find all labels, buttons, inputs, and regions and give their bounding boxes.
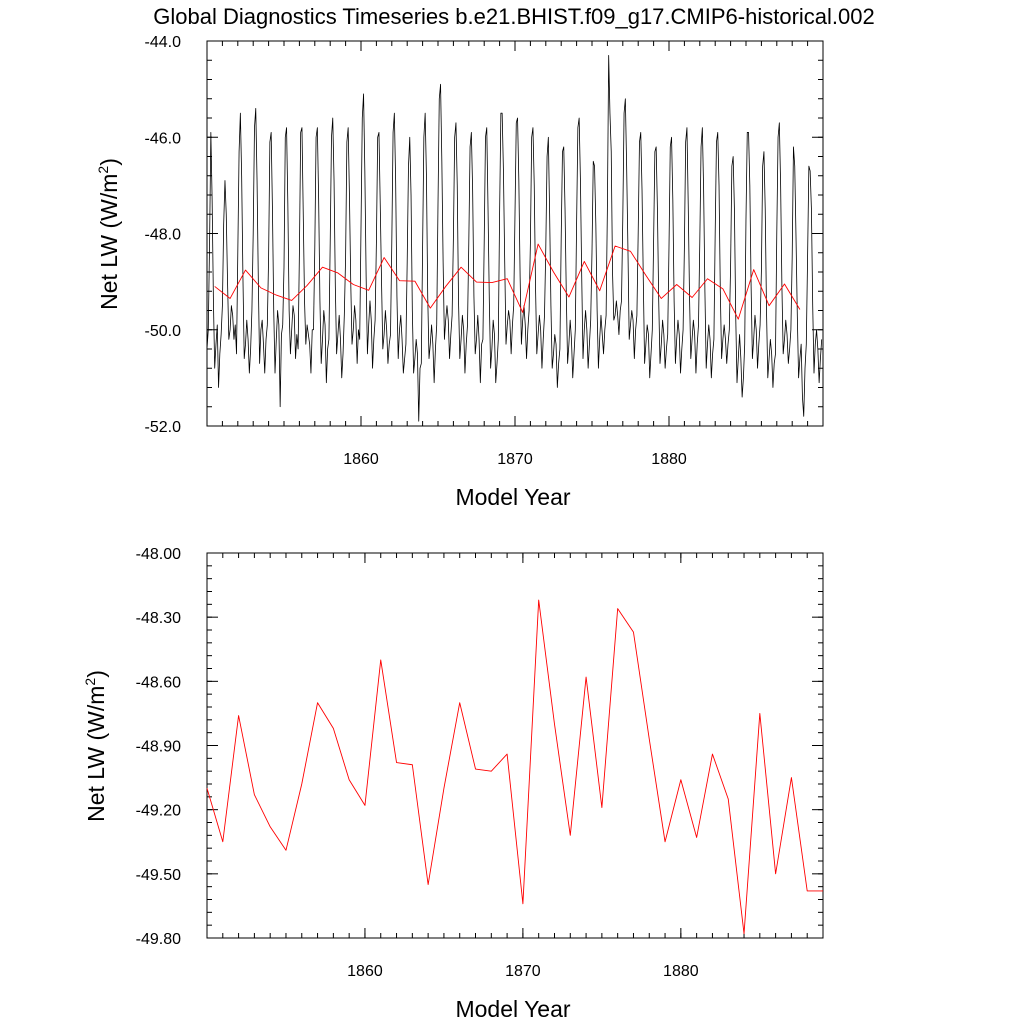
top-x-tick-label: 1880: [651, 451, 687, 468]
top-x-tick-label: 1860: [343, 451, 379, 468]
top-y-axis-label-close: ): [96, 158, 122, 166]
bottom-x-axis-label: Model Year: [455, 996, 570, 1022]
top-x-axis-label: Model Year: [455, 484, 570, 510]
top-y-axis-label-superscript: 2: [95, 166, 111, 174]
top-y-tick-label: -50.0: [145, 323, 182, 340]
bottom-plot-frame: [206, 552, 824, 939]
bottom-series-annual-line: [206, 599, 823, 935]
top-y-tick-label: -48.0: [145, 227, 182, 244]
bottom-y-axis-label-superscript: 2: [82, 678, 98, 686]
bottom-x-tick-label: 1860: [347, 963, 383, 980]
bottom-y-tick-label: -49.50: [136, 867, 181, 884]
bottom-y-tick-label: -49.80: [136, 931, 181, 948]
bottom-y-axis-label: Net LW (W/m2): [82, 670, 109, 822]
top-series-monthly-line: [206, 55, 823, 422]
top-y-tick-label: -52.0: [145, 419, 182, 436]
bottom-y-tick-label: -48.60: [136, 674, 181, 691]
top-x-tick-label: 1870: [497, 451, 533, 468]
chart-title: Global Diagnostics Timeseries b.e21.BHIS…: [153, 4, 874, 29]
bottom-y-axis-label-close: ): [83, 670, 109, 678]
bottom-y-tick-label: -48.30: [136, 610, 181, 627]
top-y-axis-label-text: Net LW (W/m: [96, 174, 122, 310]
top-series-annual-line: [214, 243, 801, 320]
bottom-panel: Model Year Net LW (W/m2) 1860 1870 1880 -49…: [82, 546, 824, 1022]
bottom-x-tick-label: 1870: [505, 963, 541, 980]
top-y-axis-label: Net LW (W/m2): [95, 158, 122, 310]
bottom-y-tick-label: -48.00: [136, 546, 181, 563]
top-panel: Model Year Net LW (W/m2) 1860 1870 1880 -52…: [95, 34, 824, 510]
bottom-y-tick-label: -48.90: [136, 739, 181, 756]
top-y-tick-label: -44.0: [145, 34, 182, 51]
bottom-x-tick-label: 1880: [663, 963, 699, 980]
top-y-tick-label: -46.0: [145, 130, 182, 147]
bottom-y-axis-label-text: Net LW (W/m: [83, 686, 109, 822]
bottom-y-tick-label: -49.20: [136, 803, 181, 820]
